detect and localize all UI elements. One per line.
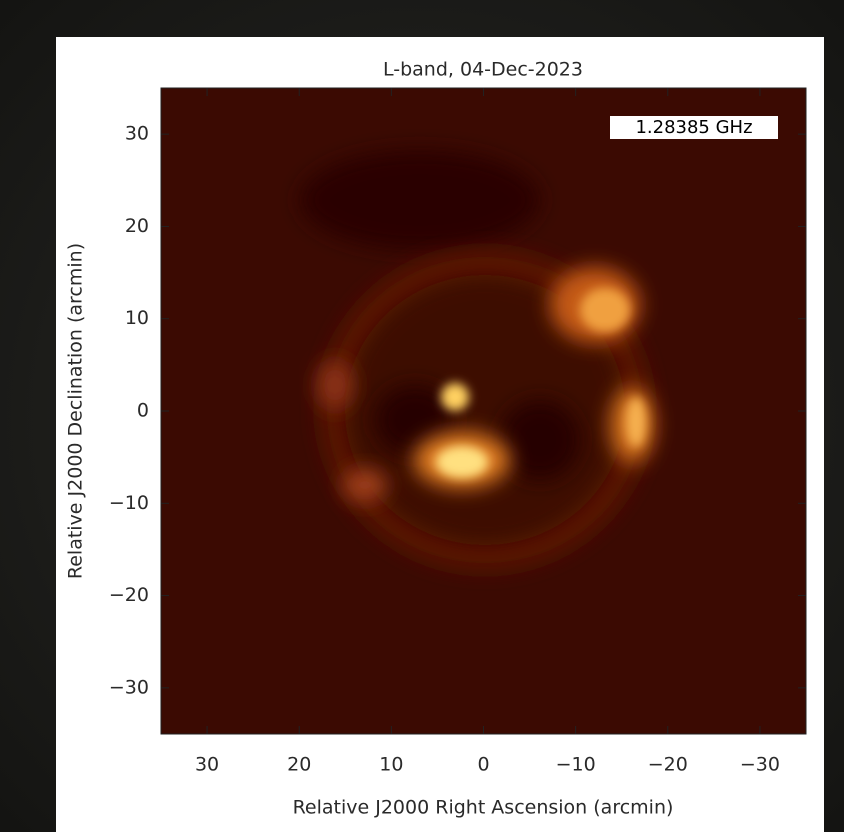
- x-tick-label: −10: [556, 754, 596, 776]
- y-tick-label: −10: [109, 492, 149, 514]
- image-feature: [500, 400, 580, 480]
- bright-region: [626, 397, 646, 447]
- x-tick-label: 30: [195, 754, 219, 776]
- x-tick-label: −30: [740, 754, 780, 776]
- y-tick-label: −30: [109, 676, 149, 698]
- x-axis-label: Relative J2000 Right Ascension (arcmin): [293, 797, 674, 819]
- chart: 1.28385 GHz L-band, 04-Dec-2023 Relative…: [0, 0, 844, 832]
- page: 1.28385 GHz L-band, 04-Dec-2023 Relative…: [0, 0, 844, 832]
- y-axis-label: Relative J2000 Declination (arcmin): [65, 243, 87, 579]
- bright-region: [343, 469, 387, 501]
- x-tick-label: −20: [648, 754, 688, 776]
- y-tick-label: 10: [125, 307, 149, 329]
- x-tick-label: 10: [379, 754, 403, 776]
- y-tick-label: 20: [125, 215, 149, 237]
- y-tick-label: 30: [125, 123, 149, 145]
- x-tick-label: 0: [477, 754, 489, 776]
- bright-region: [580, 288, 630, 332]
- chart-title: L-band, 04-Dec-2023: [383, 59, 583, 81]
- bright-region: [317, 360, 353, 410]
- radio-image: [161, 88, 806, 734]
- y-tick-label: 0: [137, 400, 149, 422]
- bright-region: [436, 446, 488, 478]
- x-tick-label: 20: [287, 754, 311, 776]
- annotation: 1.28385 GHz: [635, 117, 752, 138]
- y-tick-label: −20: [109, 584, 149, 606]
- bright-region: [441, 383, 469, 411]
- image-feature: [300, 150, 540, 250]
